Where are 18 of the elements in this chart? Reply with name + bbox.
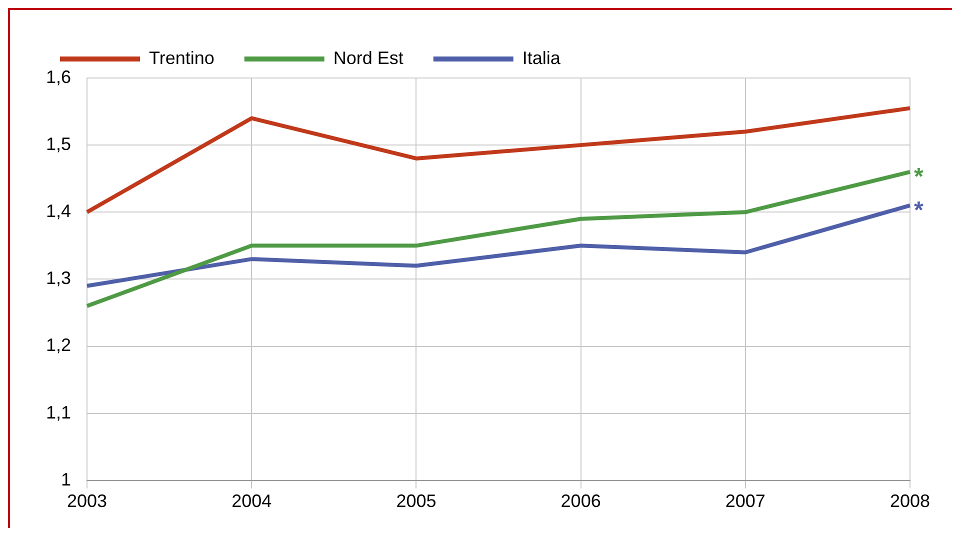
y-tick-label: 1,3 (46, 268, 72, 288)
y-tick-label: 1 (61, 469, 72, 490)
y-tick-label: 1,6 (46, 66, 72, 87)
annotation: * (914, 164, 924, 191)
annotation: * (914, 197, 924, 224)
legend-label: Trentino (149, 48, 214, 68)
y-tick-label: 1,2 (46, 335, 72, 356)
y-tick-label: 1,4 (46, 201, 72, 222)
x-tick-label: 2003 (67, 491, 108, 512)
x-tick-label: 2005 (396, 491, 436, 512)
legend-label: Italia (522, 48, 562, 68)
y-tick-label: 1,5 (46, 134, 72, 154)
x-tick-label: 2007 (725, 491, 766, 512)
legend-label: Nord Est (333, 48, 404, 68)
x-tick-label: 2008 (890, 491, 930, 512)
x-tick-label: 2004 (232, 491, 272, 512)
x-tick-label: 2006 (560, 491, 601, 512)
y-tick-label: 1,1 (46, 402, 72, 422)
